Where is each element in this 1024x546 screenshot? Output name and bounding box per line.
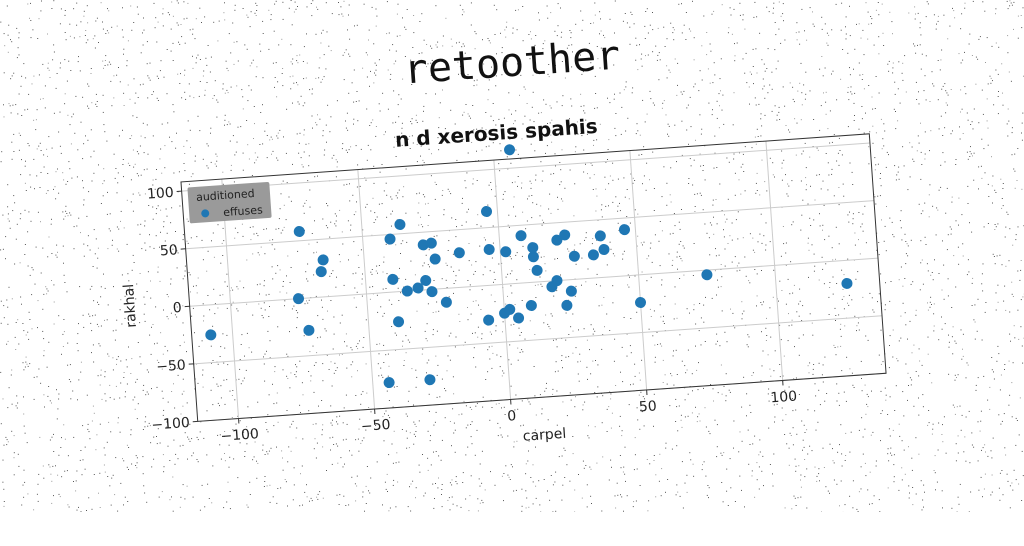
legend-label: effuses bbox=[223, 203, 264, 219]
y-gridline bbox=[194, 316, 882, 364]
scatter-point bbox=[424, 374, 436, 386]
points bbox=[194, 121, 858, 401]
x-gridline bbox=[494, 160, 511, 399]
scatter-point bbox=[588, 249, 600, 261]
scatter-point bbox=[303, 324, 315, 336]
y-tick-label: 100 bbox=[146, 185, 174, 203]
scatter-point bbox=[513, 312, 525, 324]
x-tick-label: 50 bbox=[638, 398, 657, 415]
scatter-point bbox=[527, 242, 539, 254]
scatter-point bbox=[481, 206, 493, 218]
scatter-point bbox=[394, 219, 406, 231]
scatter-point bbox=[426, 286, 438, 298]
scatter-point bbox=[315, 266, 327, 278]
y-gridline bbox=[190, 258, 878, 306]
y-tick-label: −50 bbox=[156, 357, 187, 375]
scatter-point bbox=[566, 285, 578, 297]
x-tick-label: −50 bbox=[360, 417, 391, 435]
scatter-point bbox=[561, 299, 573, 311]
scatter-point bbox=[598, 244, 610, 256]
y-gridline bbox=[186, 201, 874, 249]
x-axis-label: carpel bbox=[522, 426, 566, 445]
y-tick-label: −100 bbox=[151, 415, 190, 434]
scatter-point bbox=[401, 285, 413, 297]
scatter-point bbox=[619, 224, 631, 236]
scatter-point bbox=[483, 314, 495, 326]
scatter-point bbox=[383, 377, 395, 389]
x-tick-label: 100 bbox=[770, 389, 798, 407]
scatter-point bbox=[594, 230, 606, 242]
x-gridline bbox=[766, 141, 783, 380]
scatter-point bbox=[387, 273, 399, 285]
y-tick-label: 0 bbox=[172, 300, 182, 317]
scatter-point bbox=[841, 278, 853, 290]
legend: auditioned effuses bbox=[187, 182, 271, 224]
y-axis-label: rakhal bbox=[121, 283, 140, 328]
scatter-point bbox=[441, 296, 453, 308]
grid bbox=[181, 134, 886, 422]
scatter-point bbox=[569, 250, 581, 262]
scatter-point bbox=[293, 293, 305, 305]
scatter-point bbox=[393, 316, 405, 328]
scatter-point bbox=[500, 246, 512, 258]
y-gridline bbox=[182, 143, 870, 191]
scatter-point bbox=[635, 297, 647, 309]
x-tick-label: 0 bbox=[507, 408, 517, 425]
plot-frame bbox=[181, 134, 886, 422]
chart-title: n d xerosis spahis bbox=[394, 114, 598, 152]
scatter-point bbox=[429, 253, 441, 265]
scatter-point bbox=[293, 226, 305, 238]
x-gridline bbox=[630, 151, 647, 390]
scatter-point bbox=[317, 254, 329, 266]
y-tick-label: 50 bbox=[159, 242, 178, 259]
x-tick-label: −100 bbox=[220, 426, 259, 445]
scatter-point bbox=[483, 244, 495, 256]
scatter-point bbox=[526, 300, 538, 312]
x-gridline bbox=[358, 170, 375, 409]
scatter-point bbox=[453, 247, 465, 259]
scatter-point bbox=[504, 144, 516, 156]
scatter-point bbox=[515, 230, 527, 242]
scatter-point bbox=[205, 329, 217, 341]
scatter-point bbox=[531, 265, 543, 277]
